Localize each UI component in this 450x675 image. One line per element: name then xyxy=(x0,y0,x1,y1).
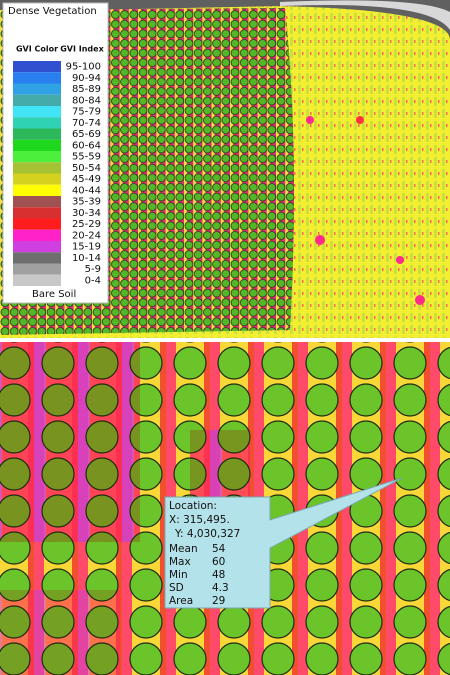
legend-label: 90-94 xyxy=(72,73,101,84)
legend-label: 80-84 xyxy=(72,95,101,106)
legend: Dense Vegetation GVI Color GVI Index Bar… xyxy=(2,2,109,304)
legend-label: 40-44 xyxy=(72,185,101,196)
legend-top-label: Dense Vegetation xyxy=(8,6,97,17)
callout-stat-label: Min xyxy=(169,569,188,581)
callout-stat-value: 54 xyxy=(212,543,226,555)
legend-swatch xyxy=(13,117,61,129)
callout-x: X: 315,495. xyxy=(169,514,230,526)
legend-swatch xyxy=(13,151,61,163)
legend-swatch xyxy=(13,128,61,140)
callout-stat-label: Mean xyxy=(169,543,198,555)
legend-index-header: GVI Index xyxy=(60,45,104,54)
legend-swatch xyxy=(13,61,61,73)
legend-label: 25-29 xyxy=(72,219,101,230)
callout-y: Y: 4,030,327 xyxy=(174,528,240,540)
divider xyxy=(0,338,450,342)
legend-color-header: GVI Color xyxy=(16,45,58,54)
legend-label: 35-39 xyxy=(72,197,101,208)
callout-stat-value: 48 xyxy=(212,569,225,581)
legend-label: 45-49 xyxy=(72,174,101,185)
legend-label: 60-64 xyxy=(72,140,101,151)
legend-swatch xyxy=(13,106,61,118)
legend-label: 85-89 xyxy=(72,84,101,95)
legend-bottom-label: Bare Soil xyxy=(32,289,76,300)
callout-stat-value: 60 xyxy=(212,556,225,568)
callout-stat-label: Max xyxy=(169,556,191,568)
legend-label: 65-69 xyxy=(72,129,101,140)
legend-swatch xyxy=(13,184,61,196)
legend-label: 50-54 xyxy=(72,163,101,174)
legend-label: 30-34 xyxy=(72,208,101,219)
legend-swatch xyxy=(13,252,61,264)
legend-swatch xyxy=(13,139,61,151)
legend-label: 95-100 xyxy=(66,62,101,73)
legend-label: 20-24 xyxy=(72,230,101,241)
legend-label: 5-9 xyxy=(85,264,101,275)
legend-swatch xyxy=(13,218,61,230)
legend-swatch xyxy=(13,263,61,275)
legend-swatch xyxy=(13,83,61,95)
legend-label: 15-19 xyxy=(72,242,101,253)
legend-swatch xyxy=(13,94,61,106)
legend-swatch xyxy=(13,274,61,286)
legend-label: 70-74 xyxy=(72,118,101,129)
legend-swatch xyxy=(13,72,61,84)
legend-swatch xyxy=(13,196,61,208)
legend-swatch xyxy=(13,162,61,174)
legend-swatch xyxy=(13,173,61,185)
legend-swatch xyxy=(13,229,61,241)
legend-label: 10-14 xyxy=(72,253,101,264)
legend-swatch xyxy=(13,207,61,219)
callout-stat-label: Area xyxy=(169,595,193,607)
callout-stat-value: 4.3 xyxy=(212,582,229,594)
callout-box xyxy=(164,477,403,609)
callout-stat-label: SD xyxy=(169,582,184,594)
callout-location-label: Location: xyxy=(169,500,217,512)
callout: Location: X: 315,495. Y: 4,030,327 Mean 5… xyxy=(164,477,403,609)
legend-label: 75-79 xyxy=(72,107,101,118)
callout-stat-value: 29 xyxy=(212,595,225,607)
legend-swatch xyxy=(13,241,61,253)
legend-label: 55-59 xyxy=(72,152,101,163)
legend-label: 0-4 xyxy=(85,275,101,286)
